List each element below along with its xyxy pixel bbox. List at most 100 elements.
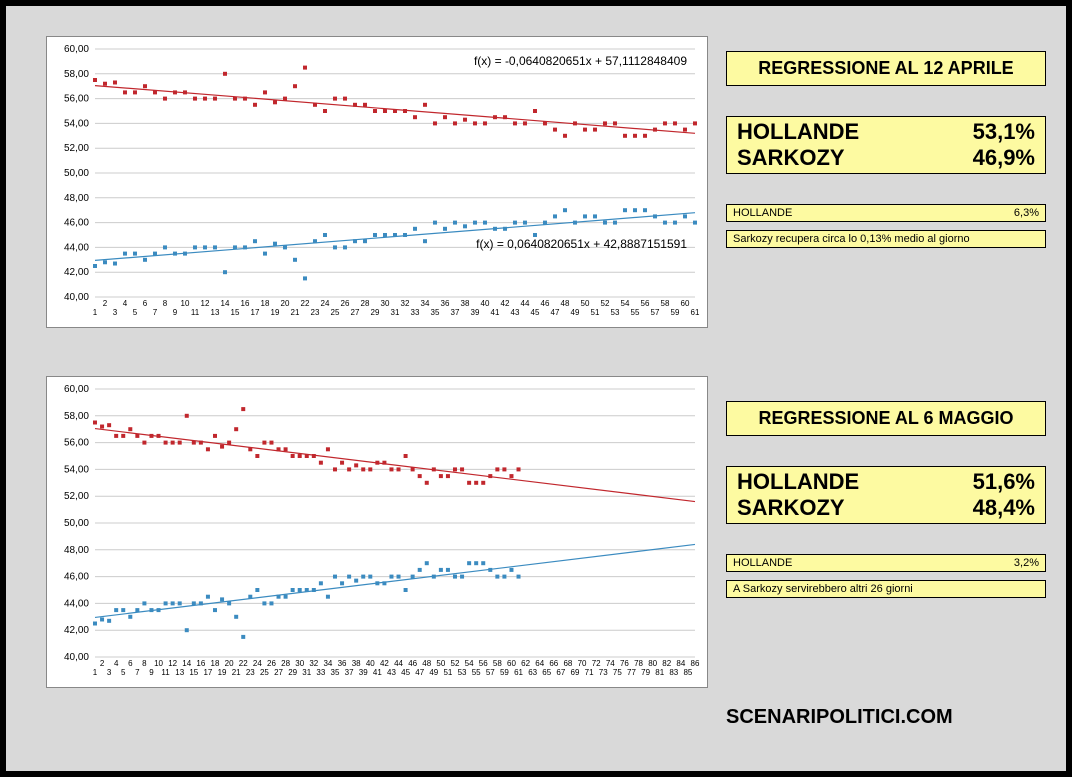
svg-text:42,00: 42,00 [64, 267, 89, 278]
svg-text:44,00: 44,00 [64, 598, 89, 609]
svg-text:23: 23 [311, 308, 320, 317]
svg-text:70: 70 [578, 659, 587, 668]
svg-text:79: 79 [641, 668, 650, 677]
svg-text:32: 32 [401, 299, 410, 308]
svg-text:14: 14 [182, 659, 191, 668]
svg-text:48,00: 48,00 [64, 545, 89, 556]
result-row: HOLLANDE 53,1% [737, 119, 1035, 145]
svg-text:52,00: 52,00 [64, 143, 89, 154]
note-box-2: A Sarkozy servirebbero altri 26 giorni [726, 580, 1046, 598]
svg-text:32: 32 [309, 659, 318, 668]
svg-text:8: 8 [142, 659, 147, 668]
svg-text:4: 4 [123, 299, 128, 308]
svg-text:36: 36 [338, 659, 347, 668]
svg-text:7: 7 [135, 668, 140, 677]
svg-text:54: 54 [465, 659, 474, 668]
svg-text:31: 31 [302, 668, 311, 677]
svg-text:18: 18 [261, 299, 270, 308]
svg-text:83: 83 [669, 668, 678, 677]
candidate-name: SARKOZY [737, 495, 845, 521]
gap-value: 3,2% [1014, 557, 1039, 569]
svg-text:19: 19 [271, 308, 280, 317]
svg-text:12: 12 [168, 659, 177, 668]
svg-text:46,00: 46,00 [64, 572, 89, 583]
svg-text:40,00: 40,00 [64, 652, 89, 663]
svg-text:77: 77 [627, 668, 636, 677]
svg-text:69: 69 [571, 668, 580, 677]
svg-text:60,00: 60,00 [64, 384, 89, 395]
svg-text:47: 47 [551, 308, 560, 317]
svg-text:78: 78 [634, 659, 643, 668]
svg-text:64: 64 [535, 659, 544, 668]
candidate-name: HOLLANDE [737, 119, 859, 145]
svg-text:57: 57 [486, 668, 495, 677]
svg-text:58: 58 [493, 659, 502, 668]
svg-text:6: 6 [143, 299, 148, 308]
page-frame: 40,0042,0044,0046,0048,0050,0052,0054,00… [0, 0, 1072, 777]
results-box-1: HOLLANDE 53,1% SARKOZY 46,9% [726, 116, 1046, 174]
svg-text:3: 3 [113, 308, 118, 317]
svg-text:49: 49 [571, 308, 580, 317]
svg-text:25: 25 [331, 308, 340, 317]
svg-text:86: 86 [691, 659, 700, 668]
svg-text:58,00: 58,00 [64, 411, 89, 422]
regression-line-blue [95, 544, 695, 617]
svg-text:40,00: 40,00 [64, 292, 89, 303]
svg-text:41: 41 [491, 308, 500, 317]
svg-text:37: 37 [345, 668, 354, 677]
svg-text:27: 27 [274, 668, 283, 677]
x-ticks: 1234567891011121314151617181920212223242… [93, 299, 700, 317]
svg-text:53: 53 [458, 668, 467, 677]
svg-text:29: 29 [288, 668, 297, 677]
svg-text:11: 11 [191, 308, 200, 317]
gridlines: 40,0042,0044,0046,0048,0050,0052,0054,00… [64, 384, 695, 663]
svg-text:58: 58 [661, 299, 670, 308]
svg-text:47: 47 [415, 668, 424, 677]
result-row: SARKOZY 48,4% [737, 495, 1035, 521]
svg-text:24: 24 [321, 299, 330, 308]
svg-text:3: 3 [107, 668, 112, 677]
candidate-value: 46,9% [973, 145, 1035, 171]
svg-text:39: 39 [471, 308, 480, 317]
svg-text:51: 51 [591, 308, 600, 317]
svg-text:21: 21 [291, 308, 300, 317]
svg-text:26: 26 [341, 299, 350, 308]
svg-text:80: 80 [648, 659, 657, 668]
svg-text:68: 68 [563, 659, 572, 668]
side-panel-1: REGRESSIONE AL 12 APRILE HOLLANDE 53,1% … [726, 51, 1046, 248]
svg-text:43: 43 [511, 308, 520, 317]
series-red [93, 407, 521, 485]
svg-text:61: 61 [514, 668, 523, 677]
svg-text:52: 52 [451, 659, 460, 668]
svg-text:21: 21 [232, 668, 241, 677]
regression-title-1: REGRESSIONE AL 12 APRILE [726, 51, 1046, 86]
svg-text:22: 22 [301, 299, 310, 308]
svg-text:1: 1 [93, 308, 98, 317]
svg-text:66: 66 [549, 659, 558, 668]
chart-panel-1: 40,0042,0044,0046,0048,0050,0052,0054,00… [46, 36, 708, 328]
svg-text:56,00: 56,00 [64, 94, 89, 105]
svg-text:37: 37 [451, 308, 460, 317]
svg-text:52: 52 [601, 299, 610, 308]
svg-text:42,00: 42,00 [64, 625, 89, 636]
svg-text:59: 59 [671, 308, 680, 317]
svg-text:81: 81 [655, 668, 664, 677]
svg-text:50,00: 50,00 [64, 518, 89, 529]
svg-text:43: 43 [387, 668, 396, 677]
regression-line-red [95, 429, 695, 502]
svg-text:55: 55 [472, 668, 481, 677]
svg-text:61: 61 [691, 308, 700, 317]
svg-text:33: 33 [411, 308, 420, 317]
svg-text:14: 14 [221, 299, 230, 308]
svg-text:19: 19 [218, 668, 227, 677]
svg-text:60: 60 [507, 659, 516, 668]
chart-svg: 40,0042,0044,0046,0048,0050,0052,0054,00… [47, 37, 707, 327]
svg-text:54: 54 [621, 299, 630, 308]
candidate-value: 48,4% [973, 495, 1035, 521]
svg-text:72: 72 [592, 659, 601, 668]
gap-name: HOLLANDE [733, 207, 792, 219]
svg-text:56: 56 [641, 299, 650, 308]
side-panel-2: REGRESSIONE AL 6 MAGGIO HOLLANDE 51,6% S… [726, 401, 1046, 598]
svg-text:46: 46 [541, 299, 550, 308]
result-row: SARKOZY 46,9% [737, 145, 1035, 171]
